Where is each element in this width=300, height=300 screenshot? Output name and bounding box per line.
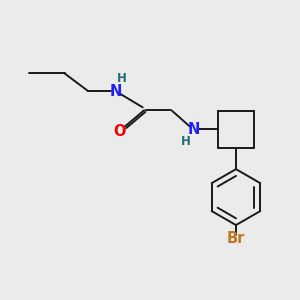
Text: Br: Br [227, 231, 245, 246]
Text: O: O [113, 124, 125, 139]
Text: H: H [116, 72, 126, 85]
Text: N: N [188, 122, 200, 137]
Text: H: H [181, 135, 191, 148]
Text: N: N [110, 84, 122, 99]
